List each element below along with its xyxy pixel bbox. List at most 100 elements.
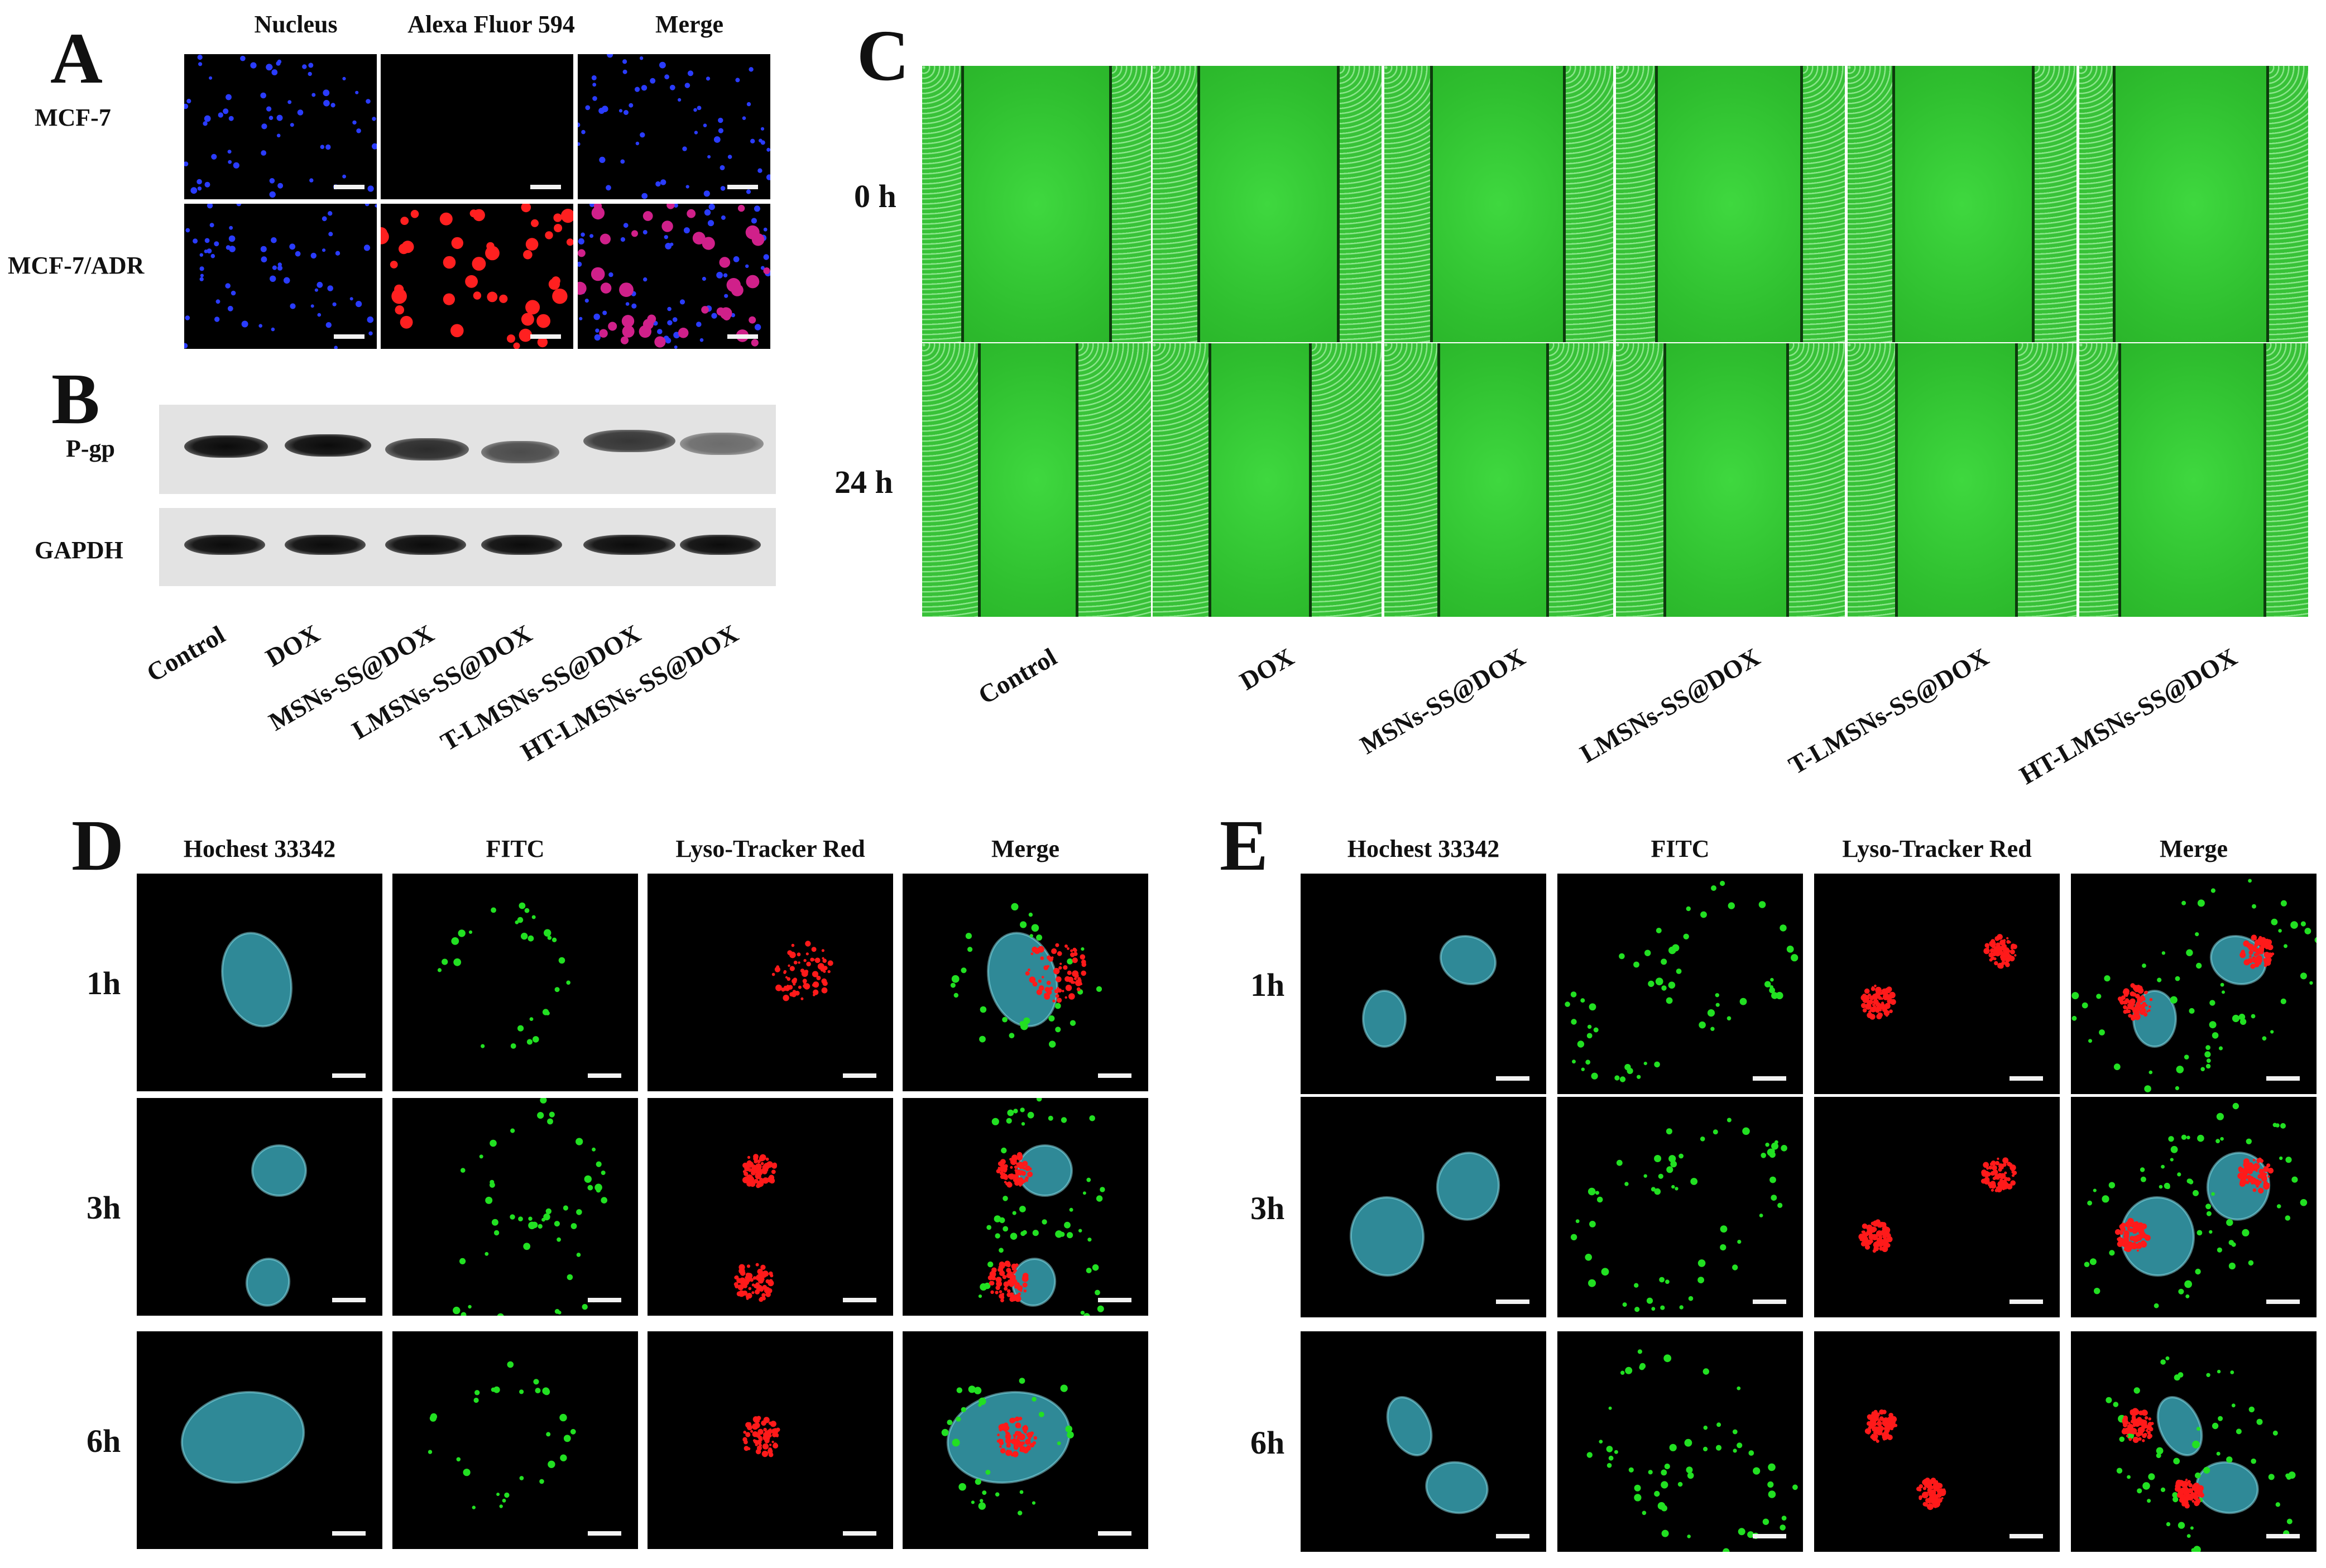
wound-edge-line (1109, 66, 1112, 342)
fitc-signal (485, 1251, 489, 1256)
lyso-signal (771, 1178, 775, 1182)
fitc-signal (2185, 1294, 2190, 1298)
lyso-signal (1985, 1175, 1988, 1178)
lyso-signal (2256, 951, 2260, 956)
nucleus-dot (226, 94, 232, 100)
fitc-signal (1767, 1481, 1774, 1488)
lyso-signal (1013, 1178, 1017, 1182)
lyso-signal (2252, 1188, 2257, 1192)
fitc-signal (1661, 1469, 1667, 1476)
lyso-signal (1943, 1488, 1946, 1492)
fitc-signal (1678, 1153, 1684, 1159)
nucleus-dot (670, 242, 674, 246)
lyso-signal (1070, 949, 1073, 952)
fitc-signal (995, 1233, 1000, 1239)
fitc-signal (543, 1213, 550, 1221)
fitc-signal (1643, 1062, 1647, 1066)
nucleus-dot (669, 84, 675, 90)
fitc-signal (1055, 1027, 1061, 1033)
fitc-signal (2272, 1123, 2277, 1128)
scale-bar (530, 185, 561, 189)
lyso-signal (1058, 966, 1062, 970)
fitc-signal (1571, 1019, 1577, 1025)
lyso-signal (1991, 1188, 1994, 1192)
nucleus-dot (602, 106, 608, 112)
lyso-signal (742, 1291, 745, 1294)
fitc-signal (2159, 1185, 2163, 1189)
lyso-signal (1051, 948, 1057, 955)
fitc-signal (2248, 1406, 2255, 1413)
fitc-signal (2168, 1136, 2174, 1142)
nucleus-dot (197, 54, 203, 60)
lyso-signal (784, 985, 788, 989)
lyso-signal (2255, 957, 2261, 963)
nucleus-dot (228, 235, 236, 242)
nucleus-dot (184, 161, 189, 166)
lyso-signal (1991, 1183, 1997, 1189)
lyso-signal (2142, 1423, 2148, 1429)
lyso-signal (1883, 1419, 1886, 1422)
lyso-signal (1989, 1162, 1994, 1166)
nucleus-dot (363, 244, 371, 251)
lyso-signal (765, 1157, 769, 1161)
fitc-signal (560, 1454, 567, 1461)
fitc-signal (474, 1390, 480, 1396)
lyso-signal (1014, 1166, 1016, 1168)
lyso-signal (1868, 993, 1871, 997)
fitc-signal (1634, 1494, 1642, 1502)
lyso-signal (1867, 1421, 1872, 1426)
fitc-signal (551, 937, 557, 942)
fitc-signal (1069, 1207, 1073, 1212)
lyso-signal (2011, 1174, 2015, 1177)
fitc-signal (2148, 1070, 2153, 1075)
lyso-signal (742, 1177, 749, 1183)
alexa-signal (545, 231, 553, 239)
group-label: DOX (1234, 642, 1298, 696)
lyso-signal (757, 1428, 764, 1435)
fitc-signal (1011, 903, 1019, 910)
fitc-signal (1565, 1001, 1570, 1007)
fitc-signal (1656, 928, 1662, 933)
lyso-signal (2147, 1433, 2152, 1438)
lyso-signal (2246, 1181, 2250, 1185)
lyso-signal (1043, 965, 1049, 970)
fitc-signal (1700, 1137, 1705, 1142)
lyso-signal (990, 1290, 994, 1294)
lyso-signal (1983, 1162, 1989, 1168)
lyso-signal (773, 1442, 778, 1446)
lyso-signal (1057, 998, 1062, 1003)
merge-signal (642, 319, 654, 330)
panel-a-tile (184, 204, 377, 349)
lyso-signal (770, 1421, 776, 1427)
fitc-signal (456, 1457, 461, 1462)
lyso-signal (785, 976, 788, 979)
alexa-signal (521, 313, 534, 326)
lyso-signal (2011, 1181, 2015, 1185)
fitc-signal (2195, 1472, 2201, 1479)
lyso-signal (1051, 956, 1054, 959)
lyso-signal (2265, 952, 2268, 955)
lyso-signal (1072, 957, 1078, 963)
nucleus-dot (631, 303, 637, 309)
lyso-signal (1007, 1271, 1013, 1277)
lyso-signal (1859, 1238, 1863, 1241)
nucleus-dot (185, 315, 190, 320)
lyso-signal (1000, 1163, 1004, 1167)
fitc-signal (1599, 1440, 1603, 1444)
fitc-signal (533, 1379, 539, 1385)
lyso-signal (1016, 1152, 1023, 1158)
lyso-signal (1876, 1237, 1883, 1244)
lyso-signal (1006, 1263, 1011, 1268)
lyso-signal (781, 987, 785, 992)
lyso-signal (2006, 937, 2009, 939)
lyso-signal (1064, 944, 1068, 948)
scale-bar (2266, 1534, 2300, 1538)
lyso-signal (2247, 1169, 2253, 1174)
fitc-signal (1781, 1145, 1787, 1152)
lyso-signal (763, 1417, 770, 1423)
lyso-signal (822, 957, 824, 960)
lyso-signal (2004, 1171, 2007, 1174)
nucleus-dot (269, 178, 275, 184)
lyso-signal (1994, 936, 2000, 941)
lyso-signal (2142, 1428, 2145, 1432)
